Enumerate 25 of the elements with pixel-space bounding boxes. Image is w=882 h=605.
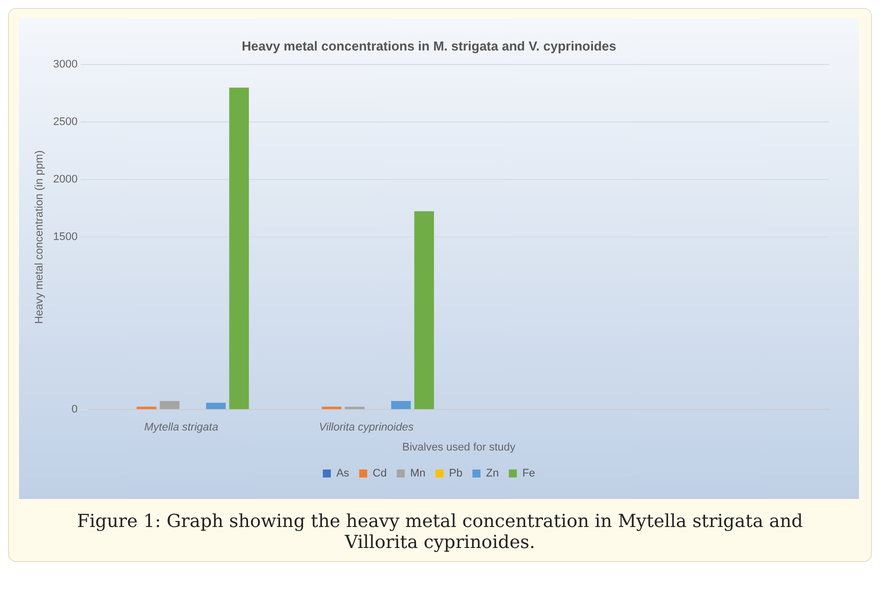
bar	[160, 400, 180, 410]
chart-title: Heavy metal concentrations in M. strigata and V. cyprinoides	[242, 38, 616, 54]
bar	[229, 88, 249, 410]
legend-label: Cd	[372, 468, 387, 480]
legend-label: Pb	[449, 468, 462, 480]
y-tick-label: 3000	[53, 58, 78, 71]
y-tick-label: 2000	[53, 174, 78, 186]
x-tick-label: Mytella strigata	[144, 421, 218, 434]
legend-label: Mn	[410, 468, 426, 480]
caption: Figure 1: Graph showing the heavy metal concentration in Mytella strigata and Villorita cyprinoides.	[76, 511, 804, 553]
bar	[344, 406, 365, 410]
y-tick-label: 1500	[53, 231, 78, 244]
legend-label: Zn	[486, 468, 499, 480]
bar	[322, 406, 342, 410]
y-axis-title: Heavy metal concentration (in ppm)	[34, 150, 46, 324]
legend-label: As	[336, 468, 350, 480]
bar	[136, 406, 156, 410]
x-tick-label: Villorita cyprinoides	[319, 421, 414, 434]
bar	[414, 211, 434, 410]
bar	[206, 402, 226, 410]
y-tick-label: 2500	[53, 116, 78, 128]
y-tick-label: 0	[72, 404, 78, 416]
bar	[391, 400, 411, 410]
legend-label: Fe	[522, 468, 536, 480]
x-axis-title: Bivalves used for study	[402, 441, 516, 454]
